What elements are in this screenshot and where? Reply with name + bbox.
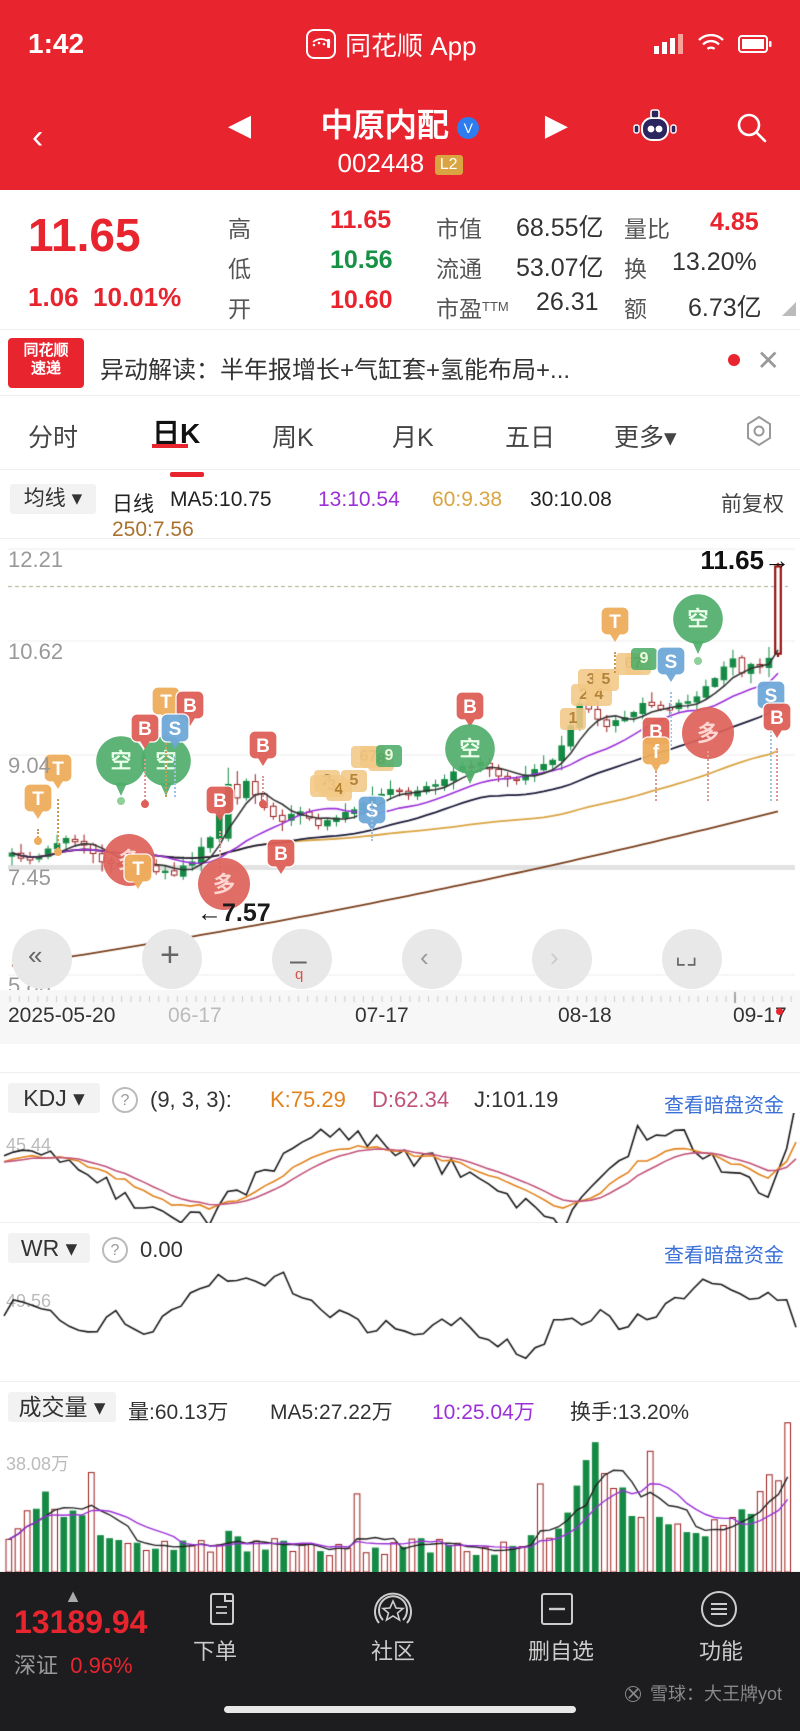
svg-text:空: 空 bbox=[688, 607, 709, 631]
svg-text:B: B bbox=[138, 719, 152, 740]
svg-text:S: S bbox=[169, 719, 182, 740]
svg-text:T: T bbox=[132, 859, 144, 880]
svg-text:B: B bbox=[274, 844, 288, 865]
svg-text:B: B bbox=[463, 697, 477, 718]
svg-text:T: T bbox=[160, 692, 172, 713]
svg-text:T: T bbox=[32, 789, 44, 810]
svg-text:多: 多 bbox=[697, 721, 719, 746]
svg-text:S: S bbox=[665, 652, 678, 673]
svg-text:T: T bbox=[52, 759, 64, 780]
svg-text:多: 多 bbox=[213, 872, 235, 897]
svg-text:B: B bbox=[256, 736, 270, 757]
svg-text:f: f bbox=[653, 742, 660, 763]
svg-text:B: B bbox=[213, 791, 227, 812]
svg-text:T: T bbox=[609, 612, 621, 633]
svg-text:B: B bbox=[770, 708, 784, 729]
svg-text:空: 空 bbox=[460, 737, 481, 761]
svg-text:空: 空 bbox=[111, 749, 132, 773]
